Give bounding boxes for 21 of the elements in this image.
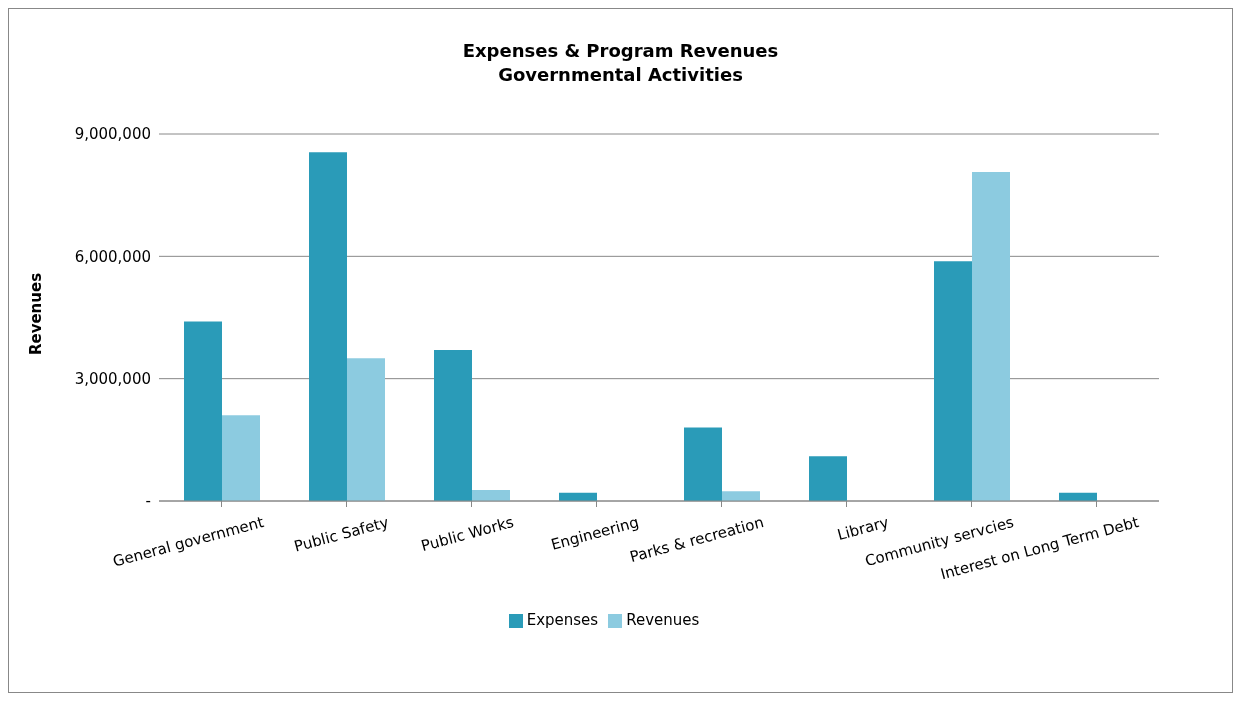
x-tick-label: Public Safety: [292, 513, 391, 556]
x-tick-label: Public Works: [419, 513, 516, 556]
legend-label: Revenues: [626, 611, 700, 629]
y-tick-label: 9,000,000: [74, 125, 151, 144]
y-axis-title: Revenues: [27, 272, 45, 356]
y-tick-label: 3,000,000: [74, 369, 151, 388]
bar: [809, 456, 847, 501]
y-tick-label: -: [145, 492, 151, 511]
bar: [972, 171, 1010, 501]
bar: [309, 152, 347, 501]
chart-title: Expenses & Program Revenues Governmental Activities: [461, 39, 780, 87]
legend-label: Expenses: [526, 611, 599, 629]
bar: [684, 427, 722, 501]
bar: [934, 261, 972, 501]
bar: [472, 489, 510, 501]
bar: [222, 415, 260, 501]
bar: [434, 350, 472, 501]
bar: [722, 491, 760, 501]
y-tick-label: 6,000,000: [74, 247, 151, 266]
bar: [347, 358, 385, 501]
bar: [184, 321, 222, 501]
